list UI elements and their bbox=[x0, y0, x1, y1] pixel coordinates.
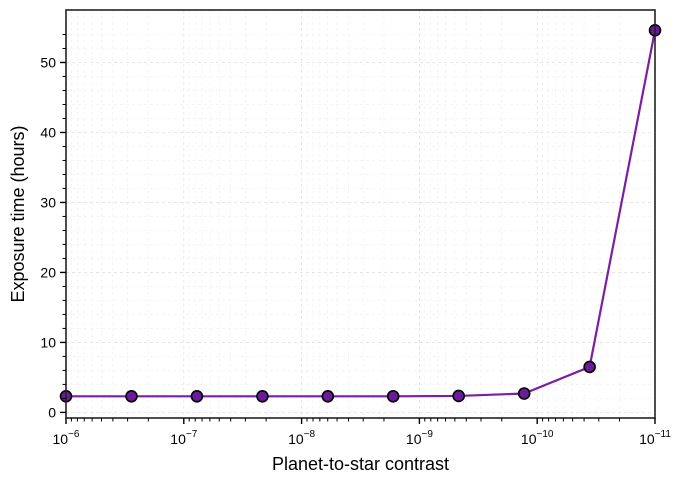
x-tick-exponent: −9 bbox=[421, 429, 433, 440]
x-tick-base: 10 bbox=[406, 431, 422, 447]
x-tick-exponent: −7 bbox=[186, 429, 198, 440]
x-tick-exponent: −10 bbox=[537, 429, 554, 440]
grid-lines bbox=[65, 10, 656, 418]
series-exposure-time bbox=[59, 23, 662, 403]
y-tick-label: 10 bbox=[40, 334, 56, 350]
x-axis-ticks: 10−6 10−7 10−8 10−9 10−10 10−11 bbox=[53, 418, 671, 447]
data-point bbox=[256, 390, 269, 403]
x-tick-exponent: −11 bbox=[655, 429, 672, 440]
x-tick-exponent: −8 bbox=[304, 429, 316, 440]
x-tick-label: 10−9 bbox=[406, 429, 433, 447]
data-point bbox=[321, 390, 335, 403]
y-tick-label: 30 bbox=[40, 194, 56, 210]
x-tick-exponent: −6 bbox=[68, 429, 80, 440]
x-tick-label: 10−6 bbox=[53, 429, 80, 447]
data-point bbox=[452, 389, 465, 403]
x-tick-label: 10−11 bbox=[639, 429, 671, 447]
x-tick-label: 10−8 bbox=[288, 429, 315, 447]
y-axis-title: Exposure time (hours) bbox=[8, 125, 28, 302]
x-axis-title: Planet-to-star contrast bbox=[272, 454, 449, 474]
x-tick-base: 10 bbox=[639, 431, 655, 447]
x-tick-base: 10 bbox=[170, 431, 186, 447]
data-point bbox=[190, 390, 204, 403]
series-line bbox=[66, 30, 657, 398]
data-point bbox=[517, 387, 531, 400]
x-tick-base: 10 bbox=[288, 431, 304, 447]
y-tick-label: 50 bbox=[40, 54, 56, 70]
y-tick-label: 20 bbox=[40, 264, 56, 280]
x-tick-base: 10 bbox=[53, 431, 69, 447]
y-axis-ticks: 0 10 20 30 40 50 bbox=[40, 33, 66, 420]
x-tick-label: 10−7 bbox=[170, 429, 197, 447]
data-point bbox=[583, 360, 596, 374]
y-tick-label: 0 bbox=[48, 404, 56, 420]
plot-frame bbox=[65, 9, 656, 419]
y-tick-label: 40 bbox=[40, 124, 56, 140]
x-tick-label: 10−10 bbox=[521, 429, 554, 447]
x-tick-base: 10 bbox=[521, 431, 537, 447]
data-point bbox=[386, 390, 400, 403]
data-point bbox=[125, 390, 138, 403]
